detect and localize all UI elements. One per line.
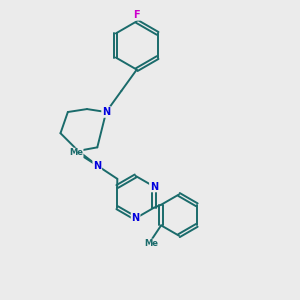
Text: F: F bbox=[134, 10, 140, 20]
Text: N: N bbox=[93, 160, 101, 171]
Text: N: N bbox=[102, 107, 110, 117]
Text: Me: Me bbox=[69, 148, 83, 158]
Text: Me: Me bbox=[144, 239, 158, 248]
Text: N: N bbox=[150, 182, 158, 191]
Text: N: N bbox=[131, 213, 140, 223]
